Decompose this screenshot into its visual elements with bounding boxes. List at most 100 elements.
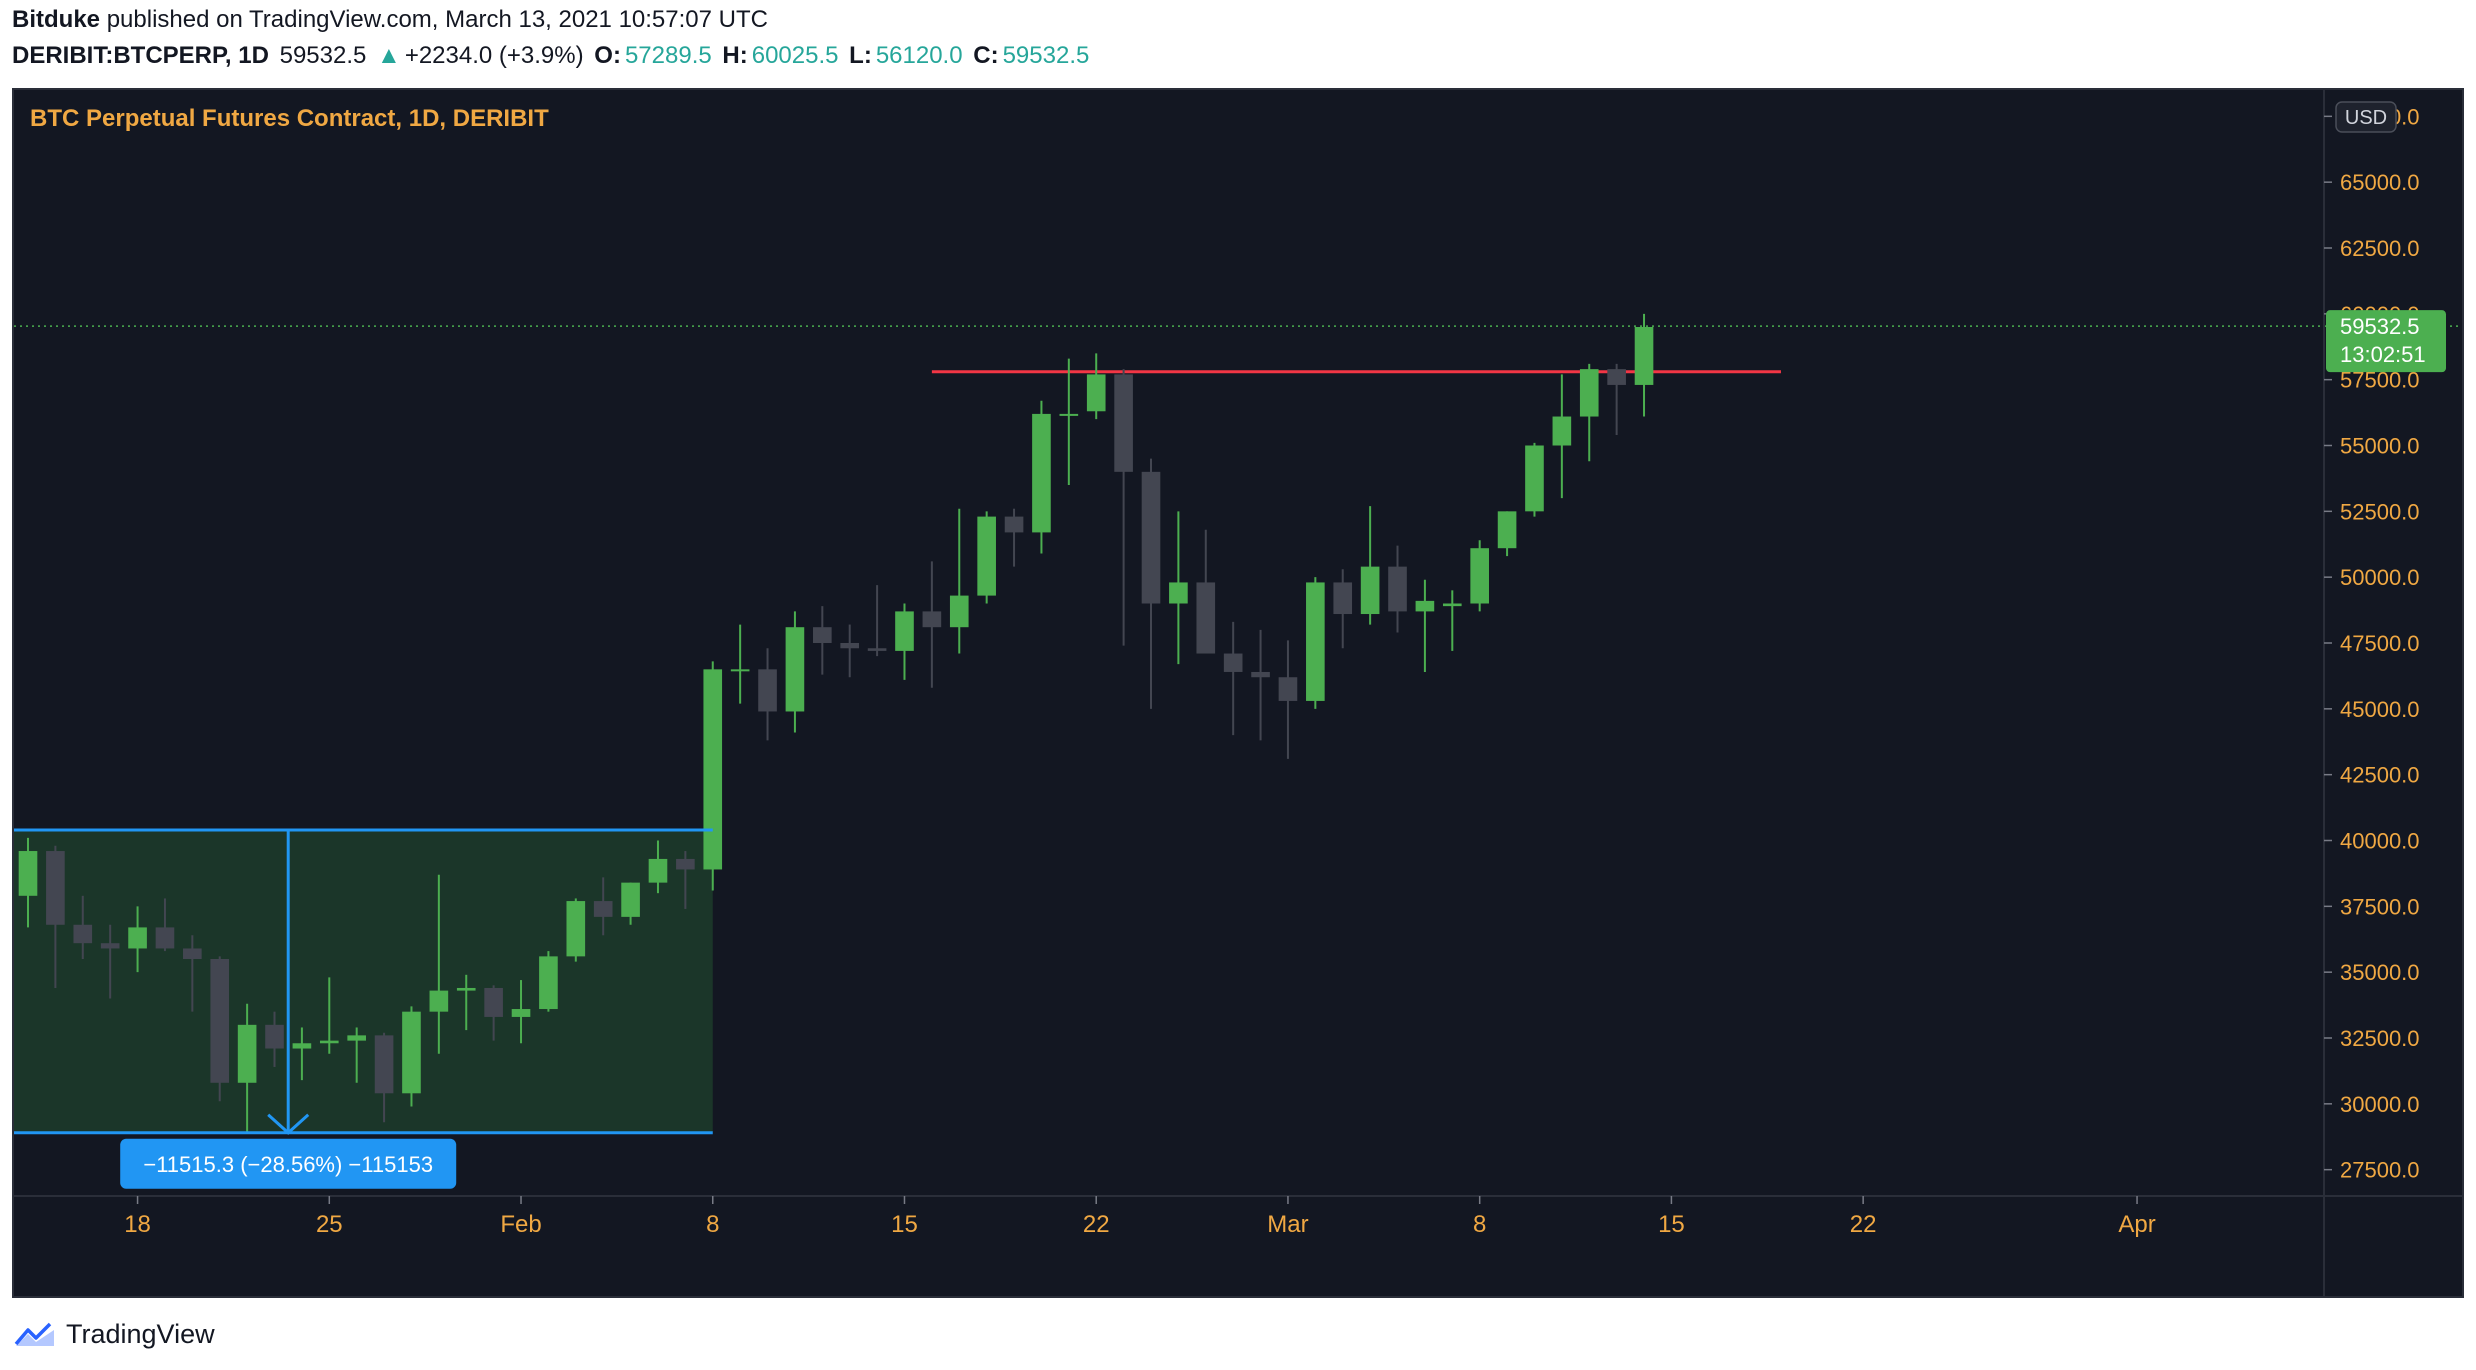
candle-body — [292, 1043, 312, 1049]
y-tick-label: 47500.0 — [2340, 631, 2420, 656]
x-tick-label: Feb — [500, 1211, 541, 1238]
tradingview-logo-icon — [14, 1322, 54, 1346]
candle-body — [539, 956, 558, 1010]
chart-title: BTC Perpetual Futures Contract, 1D, DERI… — [30, 105, 549, 132]
candle-body — [867, 648, 887, 651]
candle-body — [210, 959, 230, 1083]
candle-body — [1306, 582, 1325, 701]
candle-body — [1579, 369, 1599, 417]
low-label: L: — [849, 42, 872, 69]
candle-body — [347, 1035, 366, 1041]
x-tick-label: 22 — [1083, 1211, 1110, 1238]
candle-body — [1278, 677, 1298, 701]
x-tick-label: 18 — [124, 1211, 151, 1238]
footer: TradingView — [14, 1312, 215, 1356]
y-tick-label: 27500.0 — [2340, 1158, 2420, 1183]
candle-body — [183, 948, 202, 959]
change-value: +2234.0 (+3.9%) — [404, 42, 584, 69]
x-tick-label: Apr — [2118, 1211, 2155, 1238]
x-tick-label: 15 — [891, 1211, 918, 1238]
y-tick-label: 62500.0 — [2340, 236, 2420, 261]
candle-body — [1141, 471, 1161, 604]
candle-body — [949, 595, 969, 628]
y-tick-label: 55000.0 — [2340, 434, 2420, 459]
low-value: 56120.0 — [875, 42, 963, 69]
currency-label: USD — [2345, 107, 2387, 129]
currency-badge — [2335, 101, 2397, 133]
candle-body — [1251, 671, 1270, 678]
triangle-up-icon: ▲ — [377, 42, 401, 69]
candle-body — [813, 627, 832, 643]
open-label: O: — [594, 42, 621, 69]
candle-body — [1004, 516, 1024, 533]
candle-body — [73, 924, 93, 944]
candle-body — [374, 1035, 394, 1094]
candle-body — [265, 1024, 284, 1049]
high-value: 60025.5 — [751, 42, 839, 69]
y-tick-label: 32500.0 — [2340, 1026, 2420, 1051]
candle-body — [676, 858, 695, 870]
candle-body — [429, 990, 449, 1012]
last-price: 59532.5 — [279, 42, 367, 69]
candle-body — [18, 851, 38, 896]
candle-body — [895, 611, 914, 651]
candle-body — [1223, 653, 1243, 672]
current-price-label: 59532.5 — [2340, 314, 2420, 339]
y-tick-label: 35000.0 — [2340, 960, 2420, 985]
candle-body — [1086, 374, 1106, 412]
high-label: H: — [722, 42, 748, 69]
candle-body — [1114, 374, 1133, 472]
candle-body — [155, 927, 175, 949]
close-value: 59532.5 — [1002, 42, 1090, 69]
candle-body — [1552, 416, 1572, 446]
measure-arrow-head — [267, 1113, 310, 1135]
measure-label: −11515.3 (−28.56%) −115153 — [143, 1152, 433, 1177]
candle-body — [593, 901, 613, 917]
author-name: Bitduke — [12, 6, 101, 33]
y-tick-label: 42500.0 — [2340, 763, 2420, 788]
x-tick-label: 8 — [1473, 1211, 1486, 1238]
candle-body — [703, 669, 723, 870]
candle-body — [1333, 582, 1353, 615]
candle-body — [566, 901, 586, 957]
candle-body — [1196, 582, 1216, 654]
published-text: published on TradingView.com, March 13, … — [106, 6, 768, 33]
candle-body — [128, 927, 147, 949]
candle-body — [100, 943, 120, 949]
y-tick-label: 52500.0 — [2340, 499, 2420, 524]
measure-label-box — [120, 1138, 457, 1189]
candle-body — [648, 858, 668, 883]
x-tick-label: 22 — [1850, 1211, 1877, 1238]
y-tick-label: 30000.0 — [2340, 1092, 2420, 1117]
x-tick-label: 8 — [706, 1211, 719, 1238]
x-tick-label: 15 — [1658, 1211, 1685, 1238]
candle-body — [1525, 445, 1544, 512]
candle-body — [456, 987, 476, 991]
y-tick-label: 40000.0 — [2340, 829, 2420, 854]
x-tick-label: 25 — [316, 1211, 343, 1238]
x-tick-label: Mar — [1267, 1211, 1308, 1238]
candle-body — [977, 516, 996, 596]
symbol-label: DERIBIT:BTCPERP, 1D — [12, 42, 269, 69]
footer-brand: TradingView — [66, 1318, 215, 1349]
countdown-label: 13:02:51 — [2340, 342, 2426, 367]
close-label: C: — [973, 42, 999, 69]
candle-body — [319, 1040, 339, 1044]
candle-body — [484, 987, 503, 1017]
y-tick-label: 45000.0 — [2340, 697, 2420, 722]
candle-body — [46, 851, 65, 925]
candlestick-chart[interactable]: −11515.3 (−28.56%) −115153 27500.0 30000.… — [14, 90, 2462, 1296]
candle-body — [621, 882, 640, 917]
candle-body — [1442, 603, 1462, 607]
candle-body — [511, 1009, 531, 1017]
measure-area — [14, 829, 713, 1133]
y-tick-label: 50000.0 — [2340, 565, 2420, 590]
candle-body — [730, 669, 750, 672]
publication-info: Bitduke published on TradingView.com, Ma… — [12, 6, 768, 34]
candle-body — [237, 1024, 257, 1083]
candle-body — [1169, 582, 1188, 604]
candle-body — [1415, 600, 1435, 612]
candle-body — [1470, 548, 1489, 604]
candle-body — [1607, 369, 1626, 385]
candle-body — [922, 611, 942, 628]
